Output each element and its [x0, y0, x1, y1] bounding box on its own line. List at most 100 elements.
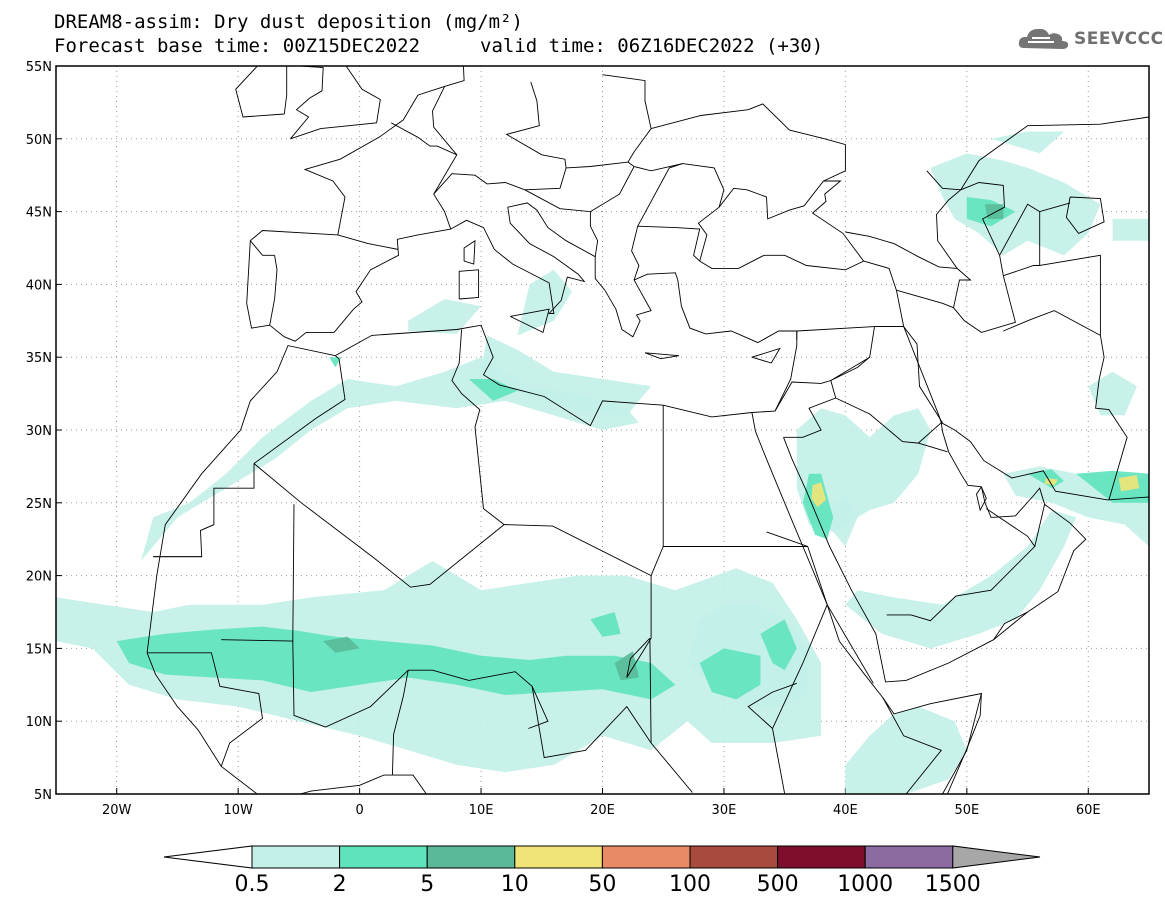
- dust-contour-class-0: [821, 495, 858, 547]
- border-line: [510, 308, 550, 334]
- colorbar: 0.5 2 5 10 50 100 500 1000 1500: [163, 845, 1041, 897]
- colorbar-swatch: [514, 845, 603, 869]
- border-line: [250, 66, 465, 242]
- border-line: [474, 427, 505, 525]
- forecast-times: Forecast base time: 00Z15DEC2022 valid ti…: [54, 35, 823, 57]
- border-line: [946, 693, 982, 794]
- dust-contour-class-1: [699, 648, 761, 700]
- border-line: [751, 412, 983, 794]
- border-line: [1003, 265, 1040, 277]
- colorbar-swatch: [426, 845, 516, 869]
- lat-label: 20N: [26, 570, 52, 585]
- dust-contour-class-0: [796, 408, 931, 532]
- border-line: [796, 260, 905, 332]
- lat-label: 10N: [26, 715, 52, 730]
- border-line: [766, 531, 828, 794]
- dust-contour-class-3: [1044, 478, 1058, 486]
- border-line: [451, 329, 481, 428]
- lat-label: 25N: [26, 497, 52, 512]
- border-line: [458, 269, 480, 300]
- border-line: [200, 524, 215, 531]
- border-line: [146, 652, 427, 794]
- lat-label: 45N: [26, 206, 52, 221]
- colorbar-label: 2: [333, 872, 347, 897]
- colorbar-label: 1500: [925, 872, 981, 897]
- dust-contour-class-0: [1112, 218, 1149, 241]
- lat-label: 55N: [26, 60, 52, 75]
- dust-contour-class-3: [1118, 475, 1140, 492]
- dust-contour-class-2: [323, 636, 360, 653]
- logo-text: SEEVCCC: [1074, 29, 1164, 49]
- border-line: [637, 163, 725, 227]
- border-line: [886, 508, 1036, 622]
- border-line: [246, 202, 679, 342]
- border-line: [269, 255, 278, 326]
- colorbar-label: 5: [420, 872, 434, 897]
- border-line: [505, 81, 683, 172]
- dust-contour-class-0: [517, 269, 573, 336]
- border-line: [253, 358, 346, 464]
- dust-contour-class-2: [614, 651, 639, 681]
- dust-contour-class-0: [845, 706, 967, 794]
- valid-time: valid time: 06Z16DEC2022 (+30): [480, 35, 824, 57]
- border-line: [882, 697, 943, 794]
- dust-contour-class-0: [1088, 371, 1137, 416]
- lon-label: 20W: [102, 803, 132, 818]
- border-line: [1003, 310, 1128, 501]
- lon-label: 60E: [1076, 803, 1101, 818]
- seevccc-logo: SEEVCCC: [1016, 22, 1163, 60]
- border-line: [960, 116, 1149, 191]
- longitude-labels: 20W 10W 0 10E 20E 30E 40E 50E 60E: [102, 803, 1101, 818]
- dust-contour-class-0: [141, 357, 639, 561]
- dust-contour-class-0: [481, 335, 652, 416]
- forecast-base-time: Forecast base time: 00Z15DEC2022: [54, 35, 421, 57]
- colorbar-swatch: [251, 845, 341, 869]
- border-line: [783, 422, 1087, 683]
- lat-label: 40N: [26, 278, 52, 293]
- border-line: [896, 289, 954, 309]
- border-line: [390, 122, 458, 195]
- border-line: [524, 189, 599, 257]
- lon-label: 50E: [954, 803, 979, 818]
- border-line: [677, 279, 798, 344]
- border-line: [631, 225, 701, 281]
- colorbar-label: 0.5: [235, 872, 270, 897]
- border-line: [253, 463, 652, 678]
- border-line: [626, 637, 651, 678]
- lat-label: 5N: [34, 788, 52, 803]
- border-line: [936, 182, 1016, 333]
- border-line: [826, 604, 874, 684]
- colorbar-swatch: [601, 845, 691, 869]
- dust-contour-class-1: [116, 626, 676, 700]
- lon-label: 0: [355, 803, 363, 818]
- dust-contour-class-1: [468, 379, 518, 401]
- dust-contour-class-1: [590, 612, 621, 637]
- border-line: [751, 347, 781, 364]
- dust-contour-class-1: [760, 619, 797, 671]
- colorbar-label: 10: [501, 872, 529, 897]
- border-line: [748, 103, 846, 182]
- border-line: [433, 167, 567, 230]
- cloud-logo-icon: [1018, 28, 1069, 49]
- border-line: [747, 682, 797, 729]
- colorbar-label: 50: [588, 872, 616, 897]
- border-line: [337, 234, 399, 250]
- colorbar-swatch: [777, 845, 866, 869]
- border-line: [774, 356, 870, 412]
- colorbar-extend-high: [952, 845, 1041, 869]
- dust-contour-class-1: [329, 357, 342, 368]
- border-line: [590, 166, 635, 212]
- border-line: [662, 405, 808, 547]
- lon-label: 10W: [223, 803, 253, 818]
- lon-label: 40E: [833, 803, 858, 818]
- border-line: [903, 326, 943, 423]
- dust-contour-class-3: [811, 482, 826, 508]
- dust-deposition-fields: [56, 131, 1149, 794]
- lon-label: 20E: [590, 803, 615, 818]
- colorbar-swatch: [339, 845, 428, 869]
- border-line: [650, 109, 749, 130]
- border-line: [993, 611, 1028, 640]
- map-title: DREAM8-assim: Dry dust deposition (mg/m²…: [54, 11, 523, 33]
- colorbar-extend-low: [163, 845, 253, 869]
- latitude-labels: 55N 50N 45N 40N 35N 30N 25N 20N 15N 10N 5N: [26, 60, 52, 803]
